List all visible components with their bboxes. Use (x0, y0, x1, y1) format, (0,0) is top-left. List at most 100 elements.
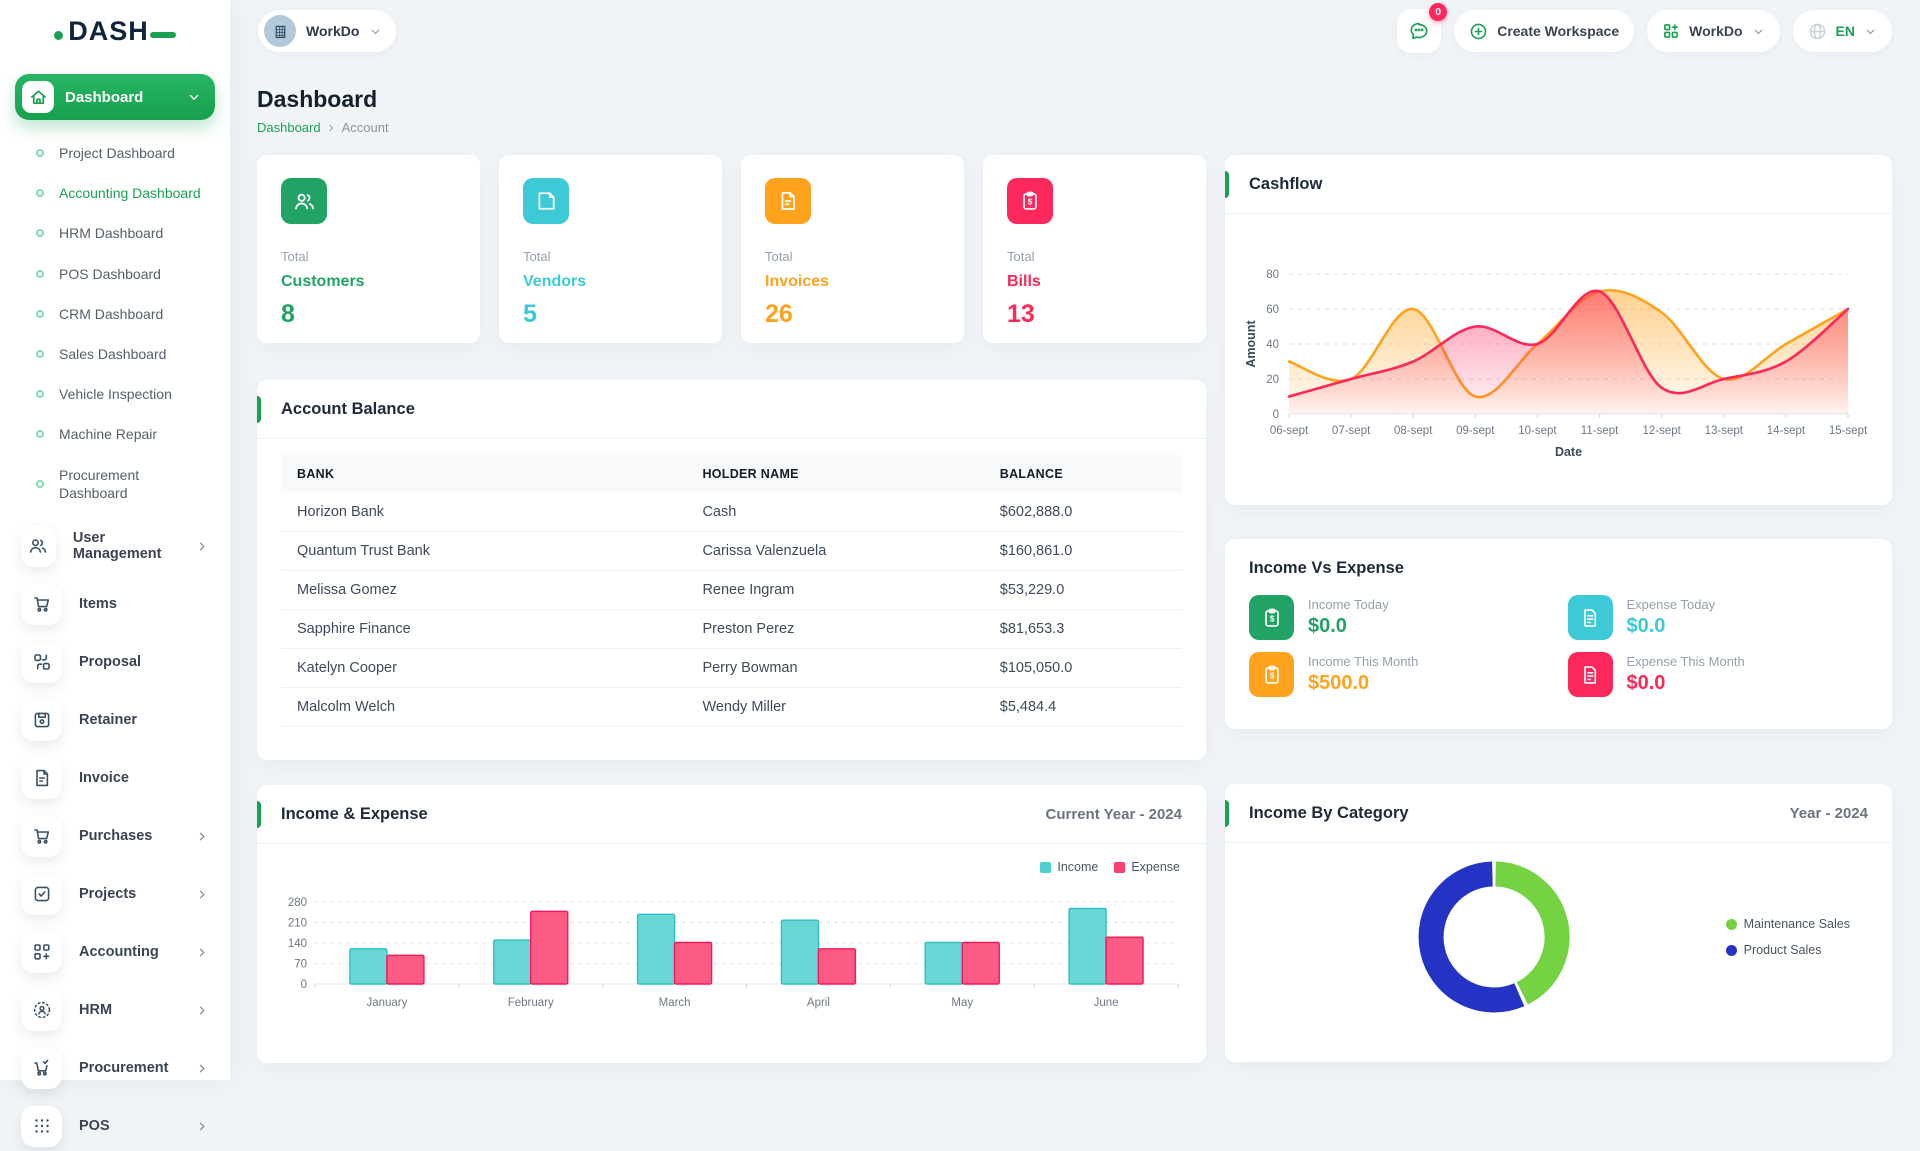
donut-legend: Maintenance Sales Product Sales (1725, 917, 1850, 957)
language-selector[interactable]: EN (1792, 10, 1892, 52)
svg-text:13-sept: 13-sept (1705, 425, 1744, 437)
sidebar-item-pos[interactable]: POS (15, 1102, 215, 1151)
sidebar-item-machine-repair[interactable]: Machine Repair (15, 414, 215, 454)
stat-value: $0.0 (1626, 672, 1666, 694)
stat-expense-this-month: Expense This Month $0.0 (1567, 652, 1869, 697)
column-header-balance: BALANCE (999, 467, 1063, 481)
bar-income-february (493, 939, 532, 985)
svg-text:Amount: Amount (1244, 320, 1258, 368)
sidebar-item-dashboard[interactable]: Dashboard (15, 74, 215, 120)
sidebar: DASH Dashboard Project Dashboard Account… (0, 0, 230, 1147)
breadcrumb: Dashboard › Account (257, 118, 389, 136)
cell-holder: Preston Perez (686, 609, 984, 649)
sidebar-item-items[interactable]: Items (15, 580, 215, 629)
breadcrumb-separator-icon: › (328, 118, 334, 136)
create-workspace-button[interactable]: Create Workspace (1454, 10, 1635, 52)
page-title: Dashboard (257, 86, 378, 112)
expense-swatch-icon (1114, 861, 1126, 873)
sidebar-item-procurement-dashboard[interactable]: Procurement Dashboard (15, 455, 215, 513)
income-expense-period: Current Year - 2024 (1045, 805, 1182, 823)
table-row: Melissa Gomez Renee Ingram $53,229.0 (281, 570, 1182, 610)
sidebar-item-projects[interactable]: Projects (15, 870, 215, 919)
logo-text: DASH (68, 15, 149, 46)
svg-text:140: 140 (288, 938, 307, 950)
messages-button[interactable]: 0 (1397, 3, 1448, 53)
menu-item-label: Procurement (79, 1060, 169, 1077)
menu-item-label: Items (79, 596, 117, 613)
sub-item-label: Sales Dashboard (59, 345, 167, 362)
circle-icon (36, 479, 44, 488)
hrm-person-icon (21, 989, 62, 1031)
sidebar-item-label: Dashboard (65, 88, 144, 106)
stat-income-this-month: $ Income This Month $500.0 (1249, 652, 1550, 697)
menu-item-label: User Management (72, 530, 162, 563)
bills-icon: $ (1007, 178, 1053, 224)
stat-cards-row: Total Customers 8 Total Vendors 5 Total … (257, 155, 1206, 343)
workdo-menu-button[interactable]: WorkDo (1647, 10, 1780, 52)
menu-item-label: Projects (79, 886, 137, 903)
circle-icon (36, 149, 44, 158)
svg-text:0: 0 (301, 979, 307, 991)
menu-item-label: Accounting (79, 944, 159, 961)
circle-icon (36, 229, 44, 238)
svg-text:06-sept: 06-sept (1270, 425, 1309, 437)
sidebar-item-accounting-dashboard[interactable]: Accounting Dashboard (15, 173, 215, 213)
table-row: Quantum Trust Bank Carissa Valenzuela $160… (281, 531, 1182, 571)
sub-item-label: POS Dashboard (59, 265, 161, 282)
stat-label: Expense Today (1626, 597, 1716, 612)
sidebar-item-project-dashboard[interactable]: Project Dashboard (15, 133, 215, 173)
menu-item-label: Retainer (79, 712, 138, 729)
chevron-right-icon (196, 830, 209, 843)
breadcrumb-current: Account (341, 120, 389, 135)
sidebar-item-hrm-dashboard[interactable]: HRM Dashboard (15, 213, 215, 253)
menu-item-label: Purchases (79, 828, 153, 845)
sidebar-item-crm-dashboard[interactable]: CRM Dashboard (15, 294, 215, 334)
messages-badge: 0 (1429, 3, 1448, 21)
bar-income-june (1068, 907, 1107, 985)
circle-icon (36, 430, 44, 439)
sub-item-label: Project Dashboard (59, 145, 175, 161)
sidebar-item-retainer[interactable]: Retainer (15, 696, 215, 745)
sidebar-item-invoice[interactable]: Invoice (15, 754, 215, 803)
workspace-switcher[interactable]: WorkDo (258, 10, 397, 52)
svg-text:09-sept: 09-sept (1456, 425, 1495, 437)
sidebar-item-pos-dashboard[interactable]: POS Dashboard (15, 254, 215, 294)
svg-text:June: June (1094, 997, 1119, 1009)
bar-income-may (924, 941, 963, 985)
cashflow-area-chart: 0 20 40 60 80 06-sept 07-sept 08-sept 09-sept 10-… (1244, 269, 1868, 459)
sidebar-item-purchases[interactable]: Purchases (15, 812, 215, 861)
stat-income-today: $ Income Today $0.0 (1249, 595, 1550, 640)
stat-expense-today: Expense Today $0.0 (1567, 595, 1869, 640)
retainer-icon (21, 699, 62, 741)
cashflow-series-1-area (1289, 290, 1848, 414)
sub-item-label: Vehicle Inspection (59, 386, 172, 403)
workspace-avatar (264, 15, 296, 47)
bar-chart-legend: Income Expense (1040, 860, 1180, 874)
svg-text:Date: Date (1555, 445, 1582, 459)
page-head: Dashboard Dashboard › Account (257, 86, 389, 135)
svg-text:$: $ (1269, 614, 1274, 623)
sidebar-item-sales-dashboard[interactable]: Sales Dashboard (15, 334, 215, 374)
legend-item-income: Income (1040, 860, 1098, 874)
invoices-icon (765, 178, 811, 224)
income-vs-expense-grid: $ Income Today $0.0 Expense Today $0.0 (1249, 595, 1868, 697)
sidebar-item-user-management[interactable]: User Management (15, 522, 215, 571)
cell-bank: Quantum Trust Bank (281, 531, 687, 571)
stat-label: Invoices (765, 273, 830, 290)
account-balance-card: Account Balance BANK HOLDER NAME BALANCE… (257, 380, 1206, 760)
breadcrumb-dashboard-link[interactable]: Dashboard (257, 120, 321, 135)
sidebar-item-proposal[interactable]: Proposal (15, 638, 215, 687)
grid-icon (1662, 22, 1680, 40)
svg-text:70: 70 (294, 959, 307, 971)
stat-value: $500.0 (1308, 672, 1370, 694)
sidebar-item-vehicle-inspection[interactable]: Vehicle Inspection (15, 374, 215, 414)
sidebar-item-procurement[interactable]: Procurement (15, 1044, 215, 1093)
sub-item-label: Procurement Dashboard (59, 466, 140, 501)
stat-label: Income Today (1308, 597, 1389, 612)
cell-bank: Malcolm Welch (281, 687, 687, 727)
procurement-cart-icon (21, 1047, 62, 1089)
sidebar-item-accounting[interactable]: Accounting (15, 928, 215, 977)
sidebar-item-hrm[interactable]: HRM (15, 986, 215, 1035)
pos-dots-icon (21, 1105, 62, 1147)
svg-text:February: February (508, 997, 554, 1009)
